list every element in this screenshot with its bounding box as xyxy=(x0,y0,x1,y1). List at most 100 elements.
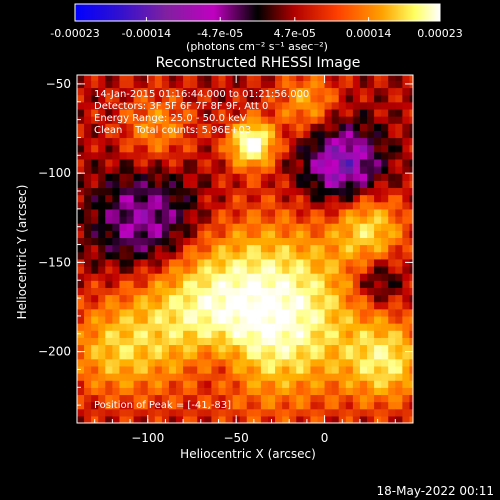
heatmap-cell xyxy=(119,294,128,303)
heatmap-cell xyxy=(140,75,149,81)
peak-marker xyxy=(250,140,255,145)
heatmap-cell xyxy=(98,201,106,210)
heatmap-cell xyxy=(409,187,413,196)
heatmap-cell xyxy=(225,94,234,103)
heatmap-cell xyxy=(374,251,382,260)
heatmap-cell xyxy=(317,116,326,124)
heatmap-cell xyxy=(381,265,389,274)
heatmap-cell xyxy=(253,273,262,281)
heatmap-cell xyxy=(359,351,368,360)
heatmap-cell xyxy=(91,187,99,196)
heatmap-cell xyxy=(154,201,163,210)
heatmap-cell xyxy=(190,294,198,303)
heatmap-cell xyxy=(119,408,128,417)
heatmap-cell xyxy=(161,151,170,160)
heatmap-cell xyxy=(91,315,99,324)
heatmap-cell xyxy=(168,251,177,260)
heatmap-cell xyxy=(154,258,163,267)
heatmap-cell xyxy=(218,94,227,103)
heatmap-cell xyxy=(317,151,326,160)
heatmap-cell xyxy=(367,158,375,167)
heatmap-cell xyxy=(105,387,113,396)
heatmap-cell xyxy=(388,80,396,89)
heatmap-cell xyxy=(267,173,276,181)
heatmap-cell xyxy=(310,116,319,124)
heatmap-cell xyxy=(204,158,212,167)
heatmap-cell xyxy=(359,223,368,231)
heatmap-cell xyxy=(260,80,269,89)
heatmap-cell xyxy=(225,358,234,367)
heatmap-cell xyxy=(395,116,403,124)
heatmap-cell xyxy=(338,108,347,117)
heatmap-cell xyxy=(289,237,297,246)
heatmap-cell xyxy=(119,158,128,167)
heatmap-cell xyxy=(168,373,177,381)
heatmap-cell xyxy=(289,244,297,253)
heatmap-cell xyxy=(374,323,382,331)
heatmap-cell xyxy=(310,94,319,103)
heatmap-cell xyxy=(239,380,248,388)
heatmap-cell xyxy=(289,415,297,423)
heatmap-cell xyxy=(190,158,198,167)
heatmap-cell xyxy=(338,230,347,238)
heatmap-cell xyxy=(381,130,389,139)
heatmap-cell xyxy=(84,301,92,310)
heatmap-cell xyxy=(303,194,312,203)
heatmap-cell xyxy=(112,394,121,403)
heatmap-cell xyxy=(168,237,177,246)
heatmap-cell xyxy=(331,194,340,203)
heatmap-cell xyxy=(282,308,290,317)
heatmap-cell xyxy=(112,387,121,396)
heatmap-cell xyxy=(345,201,354,210)
heatmap-cell xyxy=(331,87,340,96)
heatmap-cell xyxy=(267,265,276,274)
heatmap-cell xyxy=(98,208,106,217)
heatmap-cell xyxy=(211,351,220,360)
heatmap-cell xyxy=(211,208,220,217)
heatmap-cell xyxy=(409,194,413,203)
heatmap-cell xyxy=(275,123,283,131)
colorbar-tick-label: -4.7e-05 xyxy=(197,27,243,40)
heatmap-cell xyxy=(105,230,113,238)
heatmap-cell xyxy=(204,308,212,317)
heatmap-cell xyxy=(317,258,326,267)
heatmap-cell xyxy=(239,208,248,217)
heatmap-cell xyxy=(218,373,227,381)
heatmap-cell xyxy=(91,108,99,117)
heatmap-cell xyxy=(133,308,142,317)
heatmap-cell xyxy=(239,123,248,131)
heatmap-cell xyxy=(168,401,177,410)
heatmap-cell xyxy=(289,194,297,203)
heatmap-cell xyxy=(253,344,262,353)
heatmap-cell xyxy=(374,166,382,174)
heatmap-cell xyxy=(296,265,304,274)
heatmap-cell xyxy=(147,301,156,310)
heatmap-cell xyxy=(77,308,85,317)
heatmap-cell xyxy=(211,408,220,417)
heatmap-cell xyxy=(190,116,198,124)
heatmap-cell xyxy=(161,287,170,296)
heatmap-cell xyxy=(388,194,396,203)
heatmap-cell xyxy=(324,80,333,89)
heatmap-cell xyxy=(161,365,170,374)
heatmap-cell xyxy=(345,280,354,288)
heatmap-cell xyxy=(267,123,276,131)
heatmap-cell xyxy=(161,215,170,224)
heatmap-cell xyxy=(289,273,297,281)
heatmap-cell xyxy=(324,75,333,81)
heatmap-cell xyxy=(197,337,205,346)
heatmap-cell xyxy=(352,358,361,367)
heatmap-cell xyxy=(204,251,212,260)
heatmap-cell xyxy=(395,158,403,167)
heatmap-cell xyxy=(218,415,227,423)
heatmap-cell xyxy=(98,180,106,189)
heatmap-cell xyxy=(345,294,354,303)
heatmap-cell xyxy=(282,80,290,89)
heatmap-cell xyxy=(225,151,234,160)
heatmap-cell xyxy=(317,280,326,288)
heatmap-cell xyxy=(176,401,184,410)
heatmap-cell xyxy=(112,308,121,317)
heatmap-cell xyxy=(140,144,149,153)
heatmap-cell xyxy=(147,166,156,174)
heatmap-cell xyxy=(77,108,85,117)
